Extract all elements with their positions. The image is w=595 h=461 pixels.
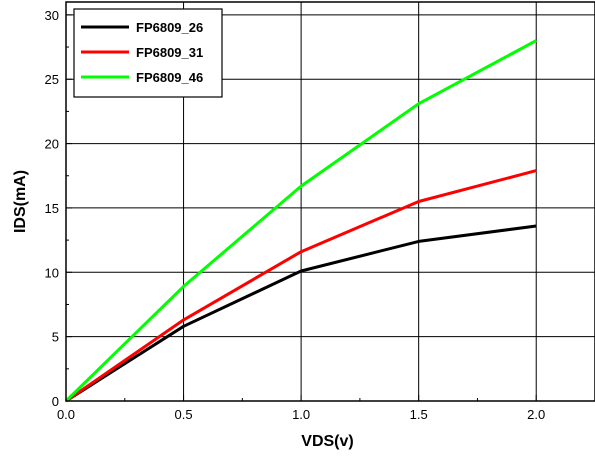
x-tick-label: 0.0 bbox=[57, 407, 75, 422]
legend: FP6809_26 FP6809_31 FP6809_46 bbox=[73, 8, 223, 98]
y-tick-label: 5 bbox=[52, 330, 59, 345]
y-tick-label: 0 bbox=[52, 394, 59, 409]
x-axis-title: VDS(v) bbox=[301, 433, 353, 450]
y-tick-label: 30 bbox=[45, 8, 59, 23]
series-line-FP6809_31 bbox=[65, 169, 537, 403]
axis-ticks bbox=[65, 14, 537, 402]
y-tick-label: 10 bbox=[45, 265, 59, 280]
y-tick-label: 20 bbox=[45, 137, 59, 152]
legend-label: FP6809_26 bbox=[136, 20, 203, 35]
x-tick-label: 0.5 bbox=[175, 407, 193, 422]
tick-labels: 0.0 0.5 1.0 1.5 2.0 0 5 10 15 20 25 30 bbox=[45, 8, 546, 422]
x-tick-label: 2.0 bbox=[527, 407, 545, 422]
grid-lines bbox=[66, 2, 595, 401]
plot-frame bbox=[65, 1, 595, 402]
legend-label: FP6809_31 bbox=[136, 45, 203, 60]
series-lines bbox=[64, 39, 537, 403]
x-tick-label: 1.5 bbox=[410, 407, 428, 422]
y-tick-label: 25 bbox=[45, 72, 59, 87]
x-tick-label: 1.0 bbox=[292, 407, 310, 422]
y-tick-label: 15 bbox=[45, 201, 59, 216]
y-axis-title: IDS(mA) bbox=[12, 170, 29, 233]
series-line-FP6809_46 bbox=[64, 39, 537, 403]
series-line-FP6809_26 bbox=[65, 224, 537, 403]
legend-label: FP6809_46 bbox=[136, 70, 203, 85]
